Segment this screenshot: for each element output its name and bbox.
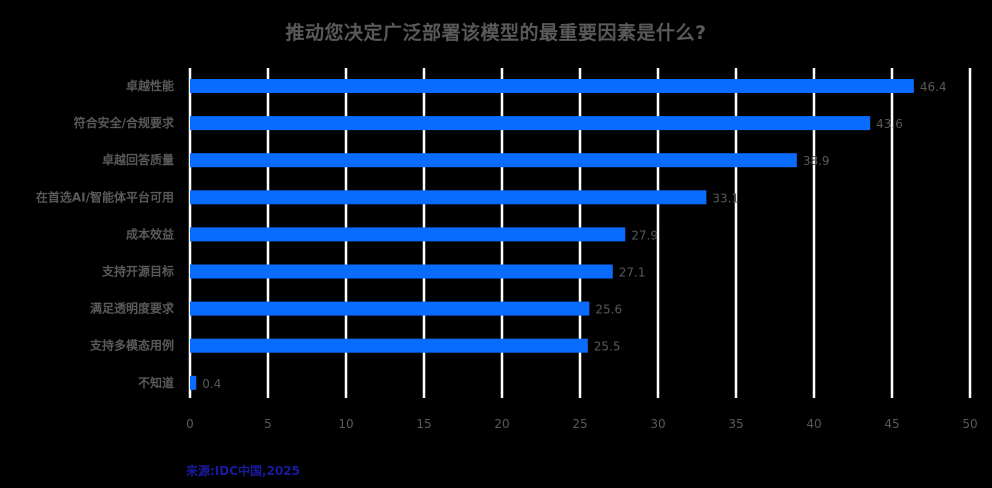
category-labels: 卓越性能符合安全/合规要求卓越回答质量在首选AI/智能体平台可用成本效益支持开源… bbox=[36, 78, 175, 390]
x-tick-label: 35 bbox=[728, 417, 743, 431]
category-label: 符合安全/合规要求 bbox=[74, 115, 175, 130]
x-tick-label: 25 bbox=[572, 417, 587, 431]
data-label: 25.5 bbox=[594, 340, 621, 354]
data-label: 46.4 bbox=[920, 80, 947, 94]
x-tick-label: 50 bbox=[962, 417, 977, 431]
data-label: 25.6 bbox=[595, 303, 622, 317]
data-label: 38.9 bbox=[803, 154, 830, 168]
category-label: 在首选AI/智能体平台可用 bbox=[36, 189, 174, 204]
category-label: 支持开源目标 bbox=[101, 264, 174, 279]
bar bbox=[190, 375, 197, 390]
data-label: 0.4 bbox=[202, 377, 221, 391]
data-label: 27.9 bbox=[631, 228, 658, 242]
value-labels: 46.4 43.6 38.9 33.1 27.9 27.1 25.6 25.5 0.4 bbox=[202, 80, 946, 391]
bar bbox=[190, 79, 914, 93]
source-note: 来源:IDC中国,2025 bbox=[186, 464, 300, 478]
bar bbox=[190, 153, 797, 168]
category-label: 成本效益 bbox=[126, 226, 174, 241]
x-tick-label: 0 bbox=[186, 417, 194, 431]
x-tick-label: 20 bbox=[494, 417, 509, 431]
x-tick-label: 40 bbox=[806, 417, 821, 431]
bar bbox=[190, 227, 626, 242]
category-label: 支持多模态用例 bbox=[89, 338, 174, 353]
x-axis-ticks: 0 5 10 15 20 25 30 35 40 45 50 bbox=[186, 417, 977, 431]
chart-title: 推动您决定广泛部署该模型的最重要因素是什么? bbox=[285, 22, 707, 44]
x-tick-label: 5 bbox=[264, 417, 272, 431]
bar bbox=[190, 116, 871, 131]
category-label: 卓越性能 bbox=[126, 78, 174, 93]
category-label: 卓越回答质量 bbox=[102, 152, 174, 167]
bar bbox=[190, 264, 613, 279]
x-tick-label: 30 bbox=[650, 417, 665, 431]
data-label: 33.1 bbox=[712, 191, 739, 205]
data-label: 43.6 bbox=[876, 117, 903, 131]
category-label: 满足透明度要求 bbox=[90, 301, 175, 316]
x-tick-label: 45 bbox=[884, 417, 899, 431]
data-label: 27.1 bbox=[619, 266, 646, 280]
bar bbox=[190, 338, 588, 353]
x-tick-label: 15 bbox=[416, 417, 431, 431]
bars bbox=[190, 79, 914, 390]
bar bbox=[190, 190, 707, 205]
bar bbox=[190, 301, 590, 316]
x-tick-label: 10 bbox=[338, 417, 353, 431]
category-label: 不知道 bbox=[138, 375, 174, 390]
